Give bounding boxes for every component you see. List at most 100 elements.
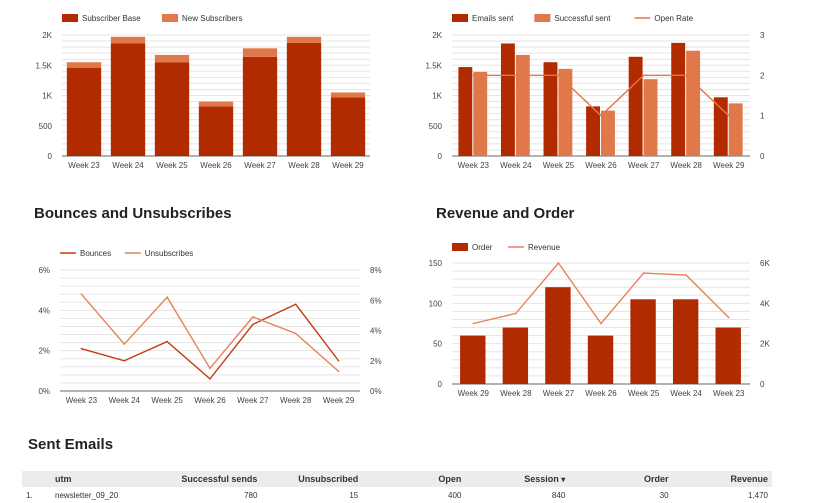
y-tick-label: 500 [39,122,53,131]
x-tick-label: Week 25 [156,161,188,170]
bar-subscriber-base [110,43,146,156]
bar-new-subscribers [110,36,146,44]
index-header [22,471,52,487]
legend-label-subscriber-base: Subscriber Base [82,14,141,23]
bar-emails-sent [671,42,686,156]
point-open-rate [685,74,687,77]
bar-emails-sent [543,62,558,156]
bounces-section-title: Bounces and Unsubscribes [34,205,232,222]
bounces-chart: 0% 2% 4% 6% 0% 2% 4% 6% 8% Week 23 Week 24 Week 25 W… [0,240,400,415]
legend-label-bounces: Bounces [80,249,111,258]
sort-desc-icon[interactable]: ▾ [561,475,566,484]
x-tick-label: Week 24 [112,161,144,170]
table-header-row: utm Successful sends Unsubscribed Open S… [22,471,772,487]
point-open-rate [642,74,645,77]
point-unsubscribes [294,332,297,335]
point-unsubscribes [80,293,83,295]
y2-tick-label: 4% [370,327,382,336]
y2-tick-label: 8% [370,266,382,275]
x-tick-label: Week 28 [500,389,532,398]
sent-emails-title: Sent Emails [28,436,114,453]
revenue-chart-svg: 0 50 100 150 0 2K 4K 6K Week 29 Week 28 Week 27 Wee… [429,243,770,398]
bar-new-subscribers [154,54,190,63]
y-tick-label: 2K [42,31,52,40]
bar-subscriber-base [66,67,102,156]
bar-new-subscribers [66,62,102,68]
header-successful-sends[interactable]: Successful sends [166,471,262,487]
point-bounces [337,359,340,362]
bar-successful-sent [515,54,530,157]
bar-order [502,327,529,384]
header-order[interactable]: Order [569,471,673,487]
emails-chart: 0 500 1K 1.5K 2K 0 1 2 3 Week 23 Week 24 Week 25 Wee… [400,0,813,185]
x-tick-label: Week 27 [244,161,276,170]
x-tick-label: Week 26 [200,161,232,170]
legend-swatch-emails-sent [452,14,468,22]
header-utm[interactable]: utm [51,471,167,487]
x-tick-label: Week 29 [458,389,490,398]
header-open[interactable]: Open [362,471,466,487]
point-bounces [123,359,126,362]
point-revenue [685,274,687,276]
bar-order [460,335,486,384]
y-tick-label: 1K [42,92,52,101]
header-revenue[interactable]: Revenue [672,471,772,487]
revenue-section-title: Revenue and Order [436,205,575,222]
point-unsubscribes [209,367,211,370]
legend-label-unsubscribes: Unsubscribes [145,249,193,258]
y-tick-label: 1.5K [36,61,53,70]
cell-utm: newsletter_09_20 [55,490,119,500]
y-tick-label: 0 [438,380,443,389]
x-tick-label: Week 26 [585,389,617,398]
y-tick-label: 0 [438,152,443,161]
bar-subscriber-base [198,106,234,156]
point-revenue [557,262,560,264]
y2-tick-label: 4K [760,299,770,308]
bar-new-subscribers [286,36,322,43]
point-open-rate [600,114,602,117]
point-revenue [472,322,475,325]
bar-order [587,335,614,384]
header-unsubscribed[interactable]: Unsubscribed [261,471,363,487]
legend-label-order: Order [472,243,493,252]
x-tick-label: Week 28 [670,161,702,170]
y-tick-label: 1K [432,92,442,101]
legend-label-new-subscribers: New Subscribers [182,14,242,23]
y-tick-label: 2% [38,347,50,356]
x-tick-label: Week 27 [628,161,660,170]
row-index: 1. [26,490,33,500]
point-bounces [209,378,211,380]
x-tick-label: Week 24 [670,389,702,398]
x-tick-label: Week 23 [458,161,490,170]
cell-order: 30 [659,490,669,500]
y2-tick-label: 6K [760,259,770,268]
y-tick-label: 0% [38,387,50,396]
legend-swatch-new-subscribers [162,14,178,22]
y2-tick-label: 0 [760,152,765,161]
point-unsubscribes [252,316,254,318]
cell-revenue: 1,470 [747,490,768,500]
bar-new-subscribers [242,48,278,57]
x-tick-label: Week 24 [500,161,532,170]
point-open-rate [472,74,475,77]
y2-tick-label: 6% [370,296,382,305]
y2-tick-label: 0 [760,380,765,389]
bar-order [715,327,741,384]
cell-open: 400 [448,490,462,500]
y-tick-label: 4% [38,306,50,315]
point-revenue [600,322,602,325]
header-session[interactable]: Session ▾ [465,471,570,487]
bar-successful-sent [643,79,658,156]
x-tick-label: Week 28 [280,396,312,405]
y-tick-label: 1.5K [426,61,443,70]
y-tick-label: 6% [38,266,50,275]
y-tick-label: 50 [433,340,442,349]
legend-label-revenue: Revenue [528,243,561,252]
cell-session: 840 [551,490,566,500]
bar-subscriber-base [242,56,278,156]
x-tick-label: Week 25 [628,389,660,398]
y-tick-label: 500 [429,122,443,131]
table-row[interactable]: 1. newsletter_09_20 780 15 400 840 30 1,… [22,487,772,503]
point-unsubscribes [123,343,126,345]
legend-label-emails-sent: Emails sent [472,14,514,23]
